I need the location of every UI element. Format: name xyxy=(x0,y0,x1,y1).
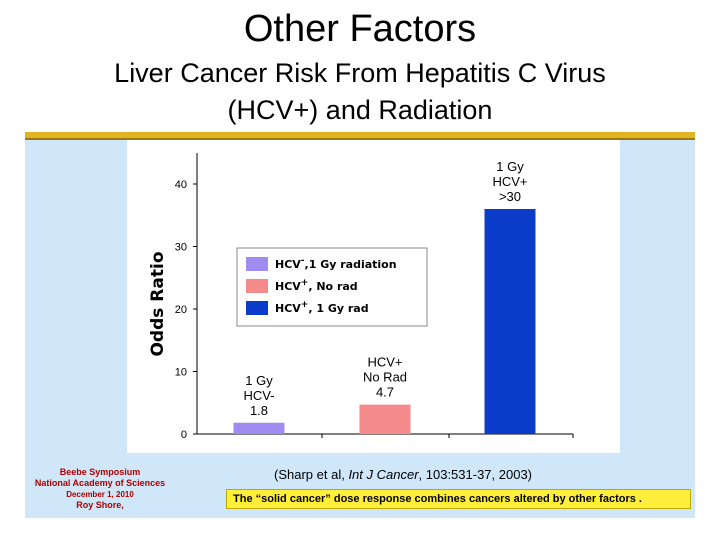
title-underline-rule xyxy=(25,132,695,140)
citation: (Sharp et al, Int J Cancer, 103:531-37, … xyxy=(274,467,532,482)
slide-subtitle-line1: Liver Cancer Risk From Hepatitis C Virus xyxy=(114,58,606,88)
y-tick-label: 10 xyxy=(175,367,187,379)
credit-line-1: Beebe Symposium xyxy=(59,467,141,477)
bar-data-label: HCV- xyxy=(243,388,274,403)
citation-prefix: (Sharp et al, xyxy=(274,467,349,482)
legend-swatch xyxy=(246,301,268,315)
bar xyxy=(484,209,536,434)
bar-data-label: HCV+ xyxy=(367,355,402,370)
bar-data-label: 4.7 xyxy=(376,385,394,400)
legend-entry: HCV+, 1 Gy rad xyxy=(275,300,369,315)
bar-data-label: No Rad xyxy=(363,370,407,385)
credit-line-3: December 1, 2010 xyxy=(66,490,134,499)
legend-swatch xyxy=(246,257,268,271)
bar-data-label: HCV+ xyxy=(492,174,527,189)
note-box: The “solid cancer” dose response combine… xyxy=(226,489,691,509)
bar-data-label: 1 Gy xyxy=(245,373,273,388)
y-tick-label: 0 xyxy=(181,429,187,441)
y-tick-label: 30 xyxy=(175,242,187,254)
y-tick-label: 40 xyxy=(175,179,187,191)
bar-data-label: >30 xyxy=(499,189,521,204)
credit-line-4: Roy Shore, xyxy=(76,500,124,510)
y-axis-label: Odds Ratio xyxy=(148,251,168,356)
slide-title: Other Factors xyxy=(243,8,477,50)
legend-entry: HCV+, No rad xyxy=(275,278,358,293)
legend-box xyxy=(236,247,428,327)
citation-suffix: , 103:531-37, 2003) xyxy=(418,467,533,482)
slide-subtitle-line2: (HCV+) and Radiation xyxy=(227,95,493,125)
bar-data-label: 1 Gy xyxy=(496,159,524,174)
legend-swatch xyxy=(246,279,268,293)
citation-journal: Int J Cancer xyxy=(348,467,419,482)
bar xyxy=(233,422,285,434)
bar-data-label: 1.8 xyxy=(250,403,268,418)
credit-line-2: National Academy of Sciences xyxy=(34,478,166,488)
y-tick-label: 20 xyxy=(175,304,187,316)
bar xyxy=(359,404,411,434)
legend-entry: HCV-,1 Gy radiation xyxy=(275,256,397,271)
